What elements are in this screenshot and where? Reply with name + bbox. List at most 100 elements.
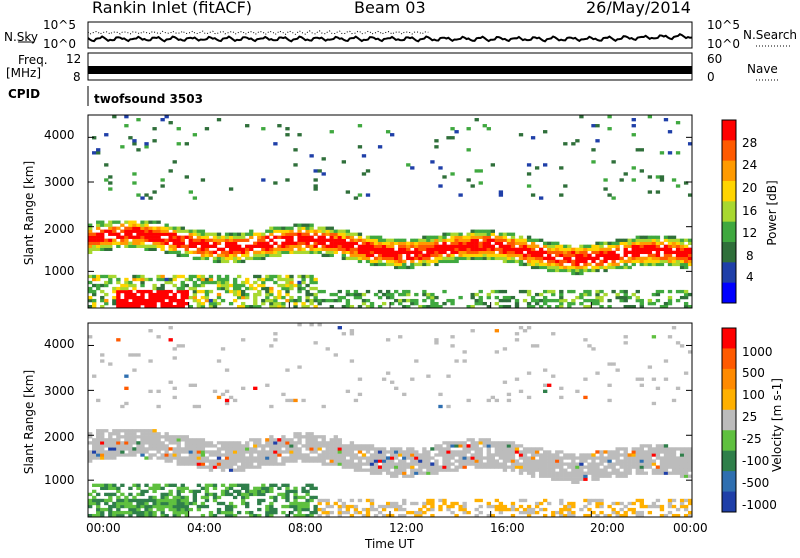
power-pixel <box>639 256 644 261</box>
power-pixel <box>595 244 600 248</box>
power-pixel <box>623 262 628 267</box>
power-pixel <box>450 298 455 303</box>
velocity-pixel <box>607 465 612 469</box>
power-pixel <box>249 247 254 252</box>
velocity-pixel <box>136 450 141 454</box>
power-pixel <box>426 247 431 252</box>
power-pixel <box>635 256 640 261</box>
power-pixel <box>687 292 693 297</box>
power-pixel <box>144 304 149 309</box>
power-pixel <box>212 298 218 303</box>
velocity-pixel <box>269 453 274 457</box>
velocity-pixel <box>273 507 278 512</box>
power-pixel <box>156 289 161 294</box>
power-pixel <box>357 253 363 258</box>
power-pixel <box>647 256 653 261</box>
velocity-pixel <box>184 504 189 509</box>
velocity-pixel <box>478 462 483 466</box>
velocity-pixel <box>184 462 189 466</box>
velocity-pixel <box>176 495 181 500</box>
velocity-pixel <box>124 510 129 515</box>
velocity-pixel <box>486 444 491 448</box>
power-pixel <box>241 259 246 264</box>
velocity-pixel <box>293 441 298 445</box>
vel-colorbar-label: Velocity [m s-1] <box>770 378 784 472</box>
power-pixel <box>353 256 359 261</box>
velocity-pixel <box>486 438 491 442</box>
power-pixel <box>128 220 133 224</box>
velocity-colorbar-swatch <box>722 348 736 370</box>
power-pixel <box>257 250 262 255</box>
power-pixel <box>261 178 266 182</box>
velocity-pixel <box>635 450 640 454</box>
velocity-pixel <box>152 483 157 487</box>
power-pixel <box>430 304 435 309</box>
velocity-pixel <box>92 483 97 487</box>
power-pixel <box>482 229 487 233</box>
velocity-pixel <box>353 504 359 509</box>
velocity-pixel <box>337 456 342 460</box>
velocity-pixel <box>112 438 117 442</box>
power-pixel <box>281 244 286 248</box>
power-pixel <box>369 235 375 239</box>
velocity-pixel <box>341 450 347 454</box>
velocity-pixel <box>188 456 193 460</box>
velocity-pixel <box>470 447 475 451</box>
power-pixel <box>188 244 193 248</box>
power-pixel <box>631 133 636 137</box>
power-pixel <box>128 295 133 300</box>
power-pixel <box>321 157 326 161</box>
velocity-pixel <box>241 386 246 390</box>
velocity-pixel <box>466 510 471 515</box>
velocity-pixel <box>144 432 149 436</box>
velocity-pixel <box>611 465 616 469</box>
power-pixel <box>212 304 218 309</box>
power-pixel <box>88 238 93 242</box>
velocity-pixel <box>494 462 500 466</box>
power-pixel <box>494 247 500 252</box>
power-pixel <box>277 301 282 306</box>
velocity-pixel <box>635 510 640 515</box>
power-pixel <box>510 247 516 252</box>
power-pixel <box>204 247 210 252</box>
power-pixel <box>313 280 318 285</box>
power-pixel <box>659 262 665 267</box>
velocity-pixel <box>92 453 97 457</box>
power-pixel <box>277 253 282 258</box>
power-pixel <box>434 250 439 255</box>
velocity-pixel <box>341 444 347 448</box>
velocity-pixel <box>144 513 149 518</box>
power-pixel <box>502 304 508 309</box>
power-pixel <box>297 229 302 233</box>
velocity-pixel <box>659 507 665 512</box>
power-pixel <box>132 238 137 242</box>
velocity-pixel <box>293 489 298 494</box>
power-pixel <box>575 247 580 252</box>
velocity-pixel <box>414 468 419 472</box>
power-pixel <box>321 253 326 258</box>
power-pixel <box>683 289 689 294</box>
power-pixel <box>514 241 520 245</box>
power-pixel <box>224 238 230 242</box>
velocity-pixel <box>228 483 234 487</box>
power-pixel <box>172 241 177 245</box>
velocity-pixel <box>245 450 250 454</box>
power-pixel <box>297 274 302 279</box>
velocity-pixel <box>478 504 483 509</box>
velocity-pixel <box>434 459 439 463</box>
power-pixel <box>478 301 483 306</box>
velocity-pixel <box>647 459 653 463</box>
power-pixel <box>124 289 129 294</box>
velocity-pixel <box>184 450 189 454</box>
velocity-pixel <box>599 456 604 460</box>
velocity-pixel <box>305 435 310 439</box>
power-pixel <box>595 289 600 294</box>
power-pixel <box>321 298 326 303</box>
power-pixel <box>257 304 262 309</box>
velocity-pixel <box>418 465 423 469</box>
velocity-pixel <box>631 465 636 469</box>
velocity-pixel <box>402 456 407 460</box>
power-pixel <box>486 247 491 252</box>
velocity-pixel <box>164 513 169 518</box>
velocity-pixel <box>667 501 673 506</box>
